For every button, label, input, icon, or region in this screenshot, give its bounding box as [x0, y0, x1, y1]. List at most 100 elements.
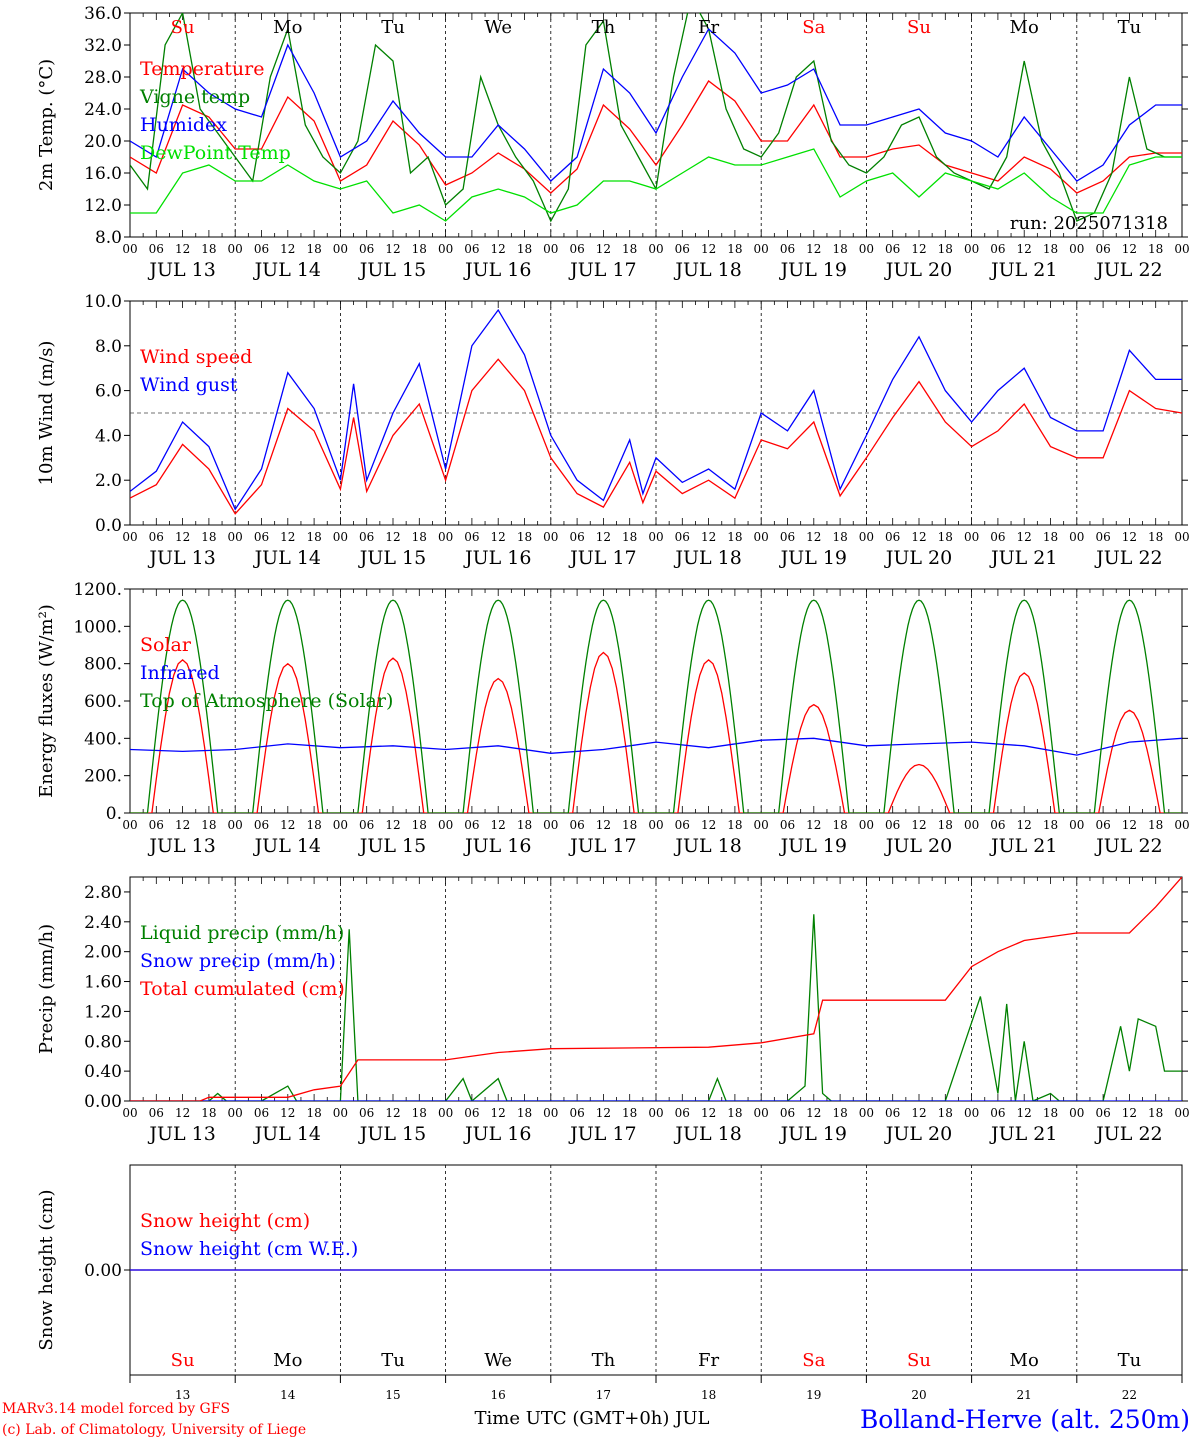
hour-tick-label: 12 — [385, 242, 400, 256]
hour-tick-label: 18 — [1148, 242, 1163, 256]
hour-tick-label: 06 — [780, 530, 795, 544]
day-label: JUL 20 — [884, 547, 952, 569]
hour-tick-label: 18 — [201, 242, 216, 256]
hour-tick-label: 06 — [780, 818, 795, 832]
weekday-label-top: Fr — [698, 17, 719, 38]
hour-tick-label: 12 — [806, 530, 821, 544]
hour-tick-label: 06 — [990, 1106, 1005, 1120]
hour-tick-label: 00 — [754, 818, 769, 832]
hour-tick-label: 06 — [1095, 242, 1110, 256]
hour-tick-label: 06 — [569, 530, 584, 544]
hour-tick-label: 00 — [333, 818, 348, 832]
hour-tick-label: 00 — [333, 530, 348, 544]
hour-tick-label: 00 — [754, 1106, 769, 1120]
hour-tick-label: 12 — [1122, 818, 1137, 832]
hour-tick-label: 18 — [832, 530, 847, 544]
weekday-label-top: Th — [592, 17, 616, 38]
hour-tick-label: 18 — [412, 530, 427, 544]
hour-tick-label: 06 — [254, 530, 269, 544]
weekday-label-top: Su — [907, 17, 931, 38]
y-tick-label: 1200. — [73, 580, 122, 600]
hour-tick-label: 18 — [727, 242, 742, 256]
hour-tick-label: 00 — [754, 530, 769, 544]
day-label: JUL 19 — [779, 1123, 847, 1145]
hour-tick-label: 12 — [596, 530, 611, 544]
legend-entry: Liquid precip (mm/h) — [140, 922, 344, 944]
day-label: JUL 18 — [673, 547, 741, 569]
day-label: JUL 15 — [358, 259, 426, 281]
hour-tick-label: 06 — [885, 530, 900, 544]
weekday-label-bottom: Tu — [381, 1350, 405, 1371]
hour-tick-label: 18 — [517, 1106, 532, 1120]
hour-tick-label: 12 — [1017, 242, 1032, 256]
hour-tick-label: 00 — [543, 530, 558, 544]
y-tick-label: 24.0 — [84, 100, 122, 120]
hour-tick-label: 00 — [122, 530, 137, 544]
hour-tick-label: 18 — [938, 818, 953, 832]
legend-entry: Snow height (cm W.E.) — [140, 1238, 358, 1260]
hour-tick-label: 00 — [964, 1106, 979, 1120]
series-line-wind-speed — [130, 358, 1182, 515]
day-label: JUL 13 — [147, 259, 215, 281]
day-label: JUL 16 — [463, 547, 531, 569]
y-tick-label: 400. — [84, 729, 122, 749]
hour-tick-label: 06 — [990, 818, 1005, 832]
hour-tick-label: 06 — [359, 818, 374, 832]
hour-tick-label: 18 — [622, 1106, 637, 1120]
day-label: JUL 22 — [1094, 547, 1162, 569]
day-label: JUL 18 — [673, 259, 741, 281]
hour-tick-label: 12 — [911, 530, 926, 544]
hour-tick-label: 00 — [438, 242, 453, 256]
legend-entry: Infrared — [140, 662, 220, 684]
hour-tick-label: 18 — [412, 242, 427, 256]
series-group — [130, 599, 1182, 813]
day-number-label: 20 — [911, 1388, 926, 1402]
hour-tick-label: 00 — [333, 242, 348, 256]
hour-tick-label: 18 — [306, 530, 321, 544]
y-tick-label: 8.0 — [95, 228, 122, 248]
hour-tick-label: 00 — [1069, 242, 1084, 256]
y-tick-label: 0.0 — [95, 516, 122, 536]
hour-tick-label: 00 — [964, 530, 979, 544]
weekday-label-top: Tu — [381, 17, 405, 38]
hour-tick-label: 06 — [149, 530, 164, 544]
hour-tick-label: 18 — [1148, 1106, 1163, 1120]
credit-line-1: MARv3.14 model forced by GFS — [2, 1401, 230, 1417]
day-number-label: 19 — [806, 1388, 821, 1402]
hour-tick-label: 18 — [1148, 530, 1163, 544]
hour-tick-label: 06 — [675, 1106, 690, 1120]
day-label: JUL 20 — [884, 259, 952, 281]
y-axis-title: 2m Temp. (°C) — [36, 59, 57, 191]
legend-entry: Wind speed — [140, 346, 252, 368]
y-tick-label: 28.0 — [84, 68, 122, 88]
y-tick-label: 8.0 — [95, 337, 122, 357]
hour-tick-label: 18 — [412, 818, 427, 832]
hour-tick-label: 06 — [885, 242, 900, 256]
day-label: JUL 18 — [673, 835, 741, 857]
y-tick-label: 16.0 — [84, 164, 122, 184]
day-number-label: 18 — [701, 1388, 716, 1402]
hour-tick-label: 18 — [306, 818, 321, 832]
y-tick-label: 0.00 — [84, 1092, 122, 1112]
series-line-dewpoint-temp — [130, 148, 1182, 222]
hour-tick-label: 06 — [885, 818, 900, 832]
hour-tick-label: 12 — [701, 818, 716, 832]
y-tick-label: 20.0 — [84, 132, 122, 152]
hour-tick-label: 00 — [1174, 1106, 1189, 1120]
day-label: JUL 21 — [989, 835, 1057, 857]
weekday-label-top: Mo — [1010, 17, 1039, 38]
station-title: Bolland-Herve (alt. 250m) — [860, 1405, 1190, 1434]
hour-tick-label: 12 — [385, 818, 400, 832]
y-tick-label: 1.20 — [84, 1002, 122, 1022]
day-number-label: 13 — [175, 1388, 190, 1402]
hour-tick-label: 18 — [727, 1106, 742, 1120]
day-number-label: 17 — [596, 1388, 611, 1402]
hour-tick-label: 18 — [938, 530, 953, 544]
hour-tick-label: 12 — [491, 242, 506, 256]
y-tick-label: 0.80 — [84, 1032, 122, 1052]
hour-tick-label: 18 — [727, 530, 742, 544]
hour-tick-label: 18 — [1043, 1106, 1058, 1120]
hour-tick-label: 00 — [859, 530, 874, 544]
y-tick-label: 4.0 — [95, 426, 122, 446]
